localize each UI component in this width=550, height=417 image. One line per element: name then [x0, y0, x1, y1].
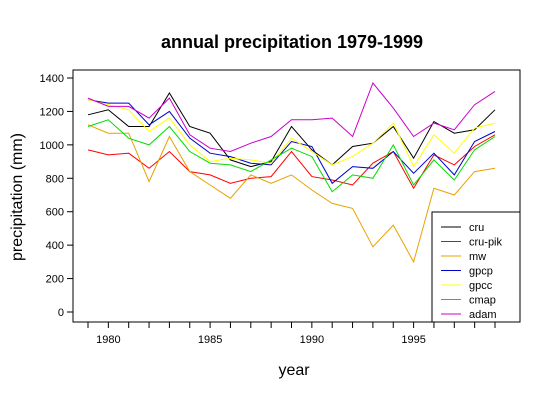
x-tick-label: 1995 — [401, 334, 425, 346]
legend-label-gpcp: gpcp — [469, 266, 493, 278]
series-line-gpcc — [87, 99, 496, 168]
legend: cru cru-pik mw gpcp gpcc cmap adam — [431, 211, 521, 323]
y-tick-label: 600 — [46, 207, 64, 219]
legend-label-adam: adam — [469, 309, 497, 321]
y-tick-label: 1400 — [40, 73, 64, 85]
series-layer — [87, 82, 496, 264]
x-axis-label: year — [278, 362, 310, 379]
legend-label-cmap: cmap — [469, 295, 496, 307]
series-line-gpcp — [87, 99, 496, 185]
y-tick-label: 200 — [46, 274, 64, 286]
x-tick-label: 1985 — [198, 334, 222, 346]
legend-label-mw: mw — [469, 251, 486, 263]
legend-label-gpcc: gpcc — [469, 280, 493, 292]
legend-box — [431, 211, 521, 323]
x-tick-label: 1980 — [96, 334, 120, 346]
y-tick-label: 800 — [46, 173, 64, 185]
series-line-mw — [87, 124, 496, 264]
chart-title: annual precipitation 1979-1999 — [161, 32, 423, 52]
x-axis: 1980 1985 1990 1995 — [87, 322, 496, 346]
y-tick-label: 1200 — [40, 106, 64, 118]
x-tick-label: 1990 — [300, 334, 324, 346]
y-tick-label: 1000 — [40, 140, 64, 152]
legend-label-cru: cru — [469, 222, 484, 234]
y-axis: 0 200 400 600 800 1000 1200 1400 — [40, 73, 73, 319]
legend-label-cru-pik: cru-pik — [469, 237, 503, 249]
plot-frame — [72, 69, 521, 323]
series-line-cru — [87, 92, 496, 168]
y-tick-label: 0 — [58, 307, 64, 319]
y-tick-label: 400 — [46, 240, 64, 252]
series-line-cmap — [87, 119, 496, 193]
series-line-cru-pik — [87, 134, 496, 190]
series-line-adam — [87, 82, 496, 153]
y-axis-label: precipitation (mm) — [9, 133, 26, 261]
